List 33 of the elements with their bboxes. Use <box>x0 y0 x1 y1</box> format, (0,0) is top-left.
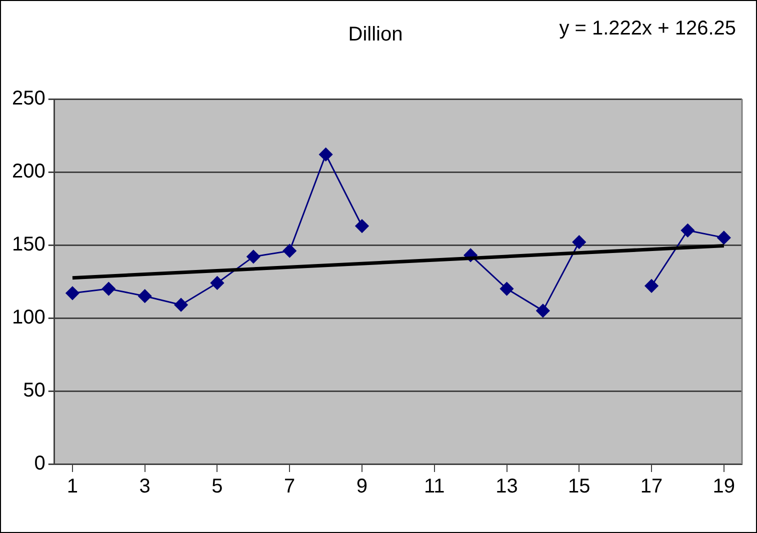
point <box>138 289 152 303</box>
x-tick-label: 3 <box>139 476 150 498</box>
y-tick-label: 0 <box>34 452 46 475</box>
x-tick-label: 5 <box>212 476 223 498</box>
y-tick-label: 50 <box>23 380 46 402</box>
point <box>680 224 694 238</box>
x-tick-label: 11 <box>424 476 445 498</box>
x-tick-label: 17 <box>640 476 663 498</box>
point <box>717 230 731 244</box>
x-tick-label: 19 <box>712 476 736 498</box>
y-tick-label: 200 <box>12 160 46 183</box>
point <box>66 286 80 300</box>
point <box>102 282 116 296</box>
chart-title: Dillion <box>348 24 403 46</box>
point <box>572 235 586 249</box>
point <box>644 279 658 293</box>
x-tick-label: 15 <box>568 476 590 498</box>
point <box>355 219 369 233</box>
x-tick-label: 9 <box>356 476 368 498</box>
x-tick-label: 1 <box>66 476 78 498</box>
y-tick-label: 250 <box>12 88 46 110</box>
y-tick-label: 150 <box>12 234 46 256</box>
point <box>536 304 550 318</box>
x-tick-label: 7 <box>284 476 296 498</box>
x-tick-label: 13 <box>496 476 518 498</box>
point <box>319 148 333 162</box>
point <box>210 276 224 290</box>
text: y = 1.222x + 126.25 <box>559 18 736 40</box>
point <box>174 298 188 312</box>
point <box>282 244 296 258</box>
y-tick-label: 100 <box>12 306 46 329</box>
point <box>500 282 514 296</box>
point <box>246 250 260 264</box>
